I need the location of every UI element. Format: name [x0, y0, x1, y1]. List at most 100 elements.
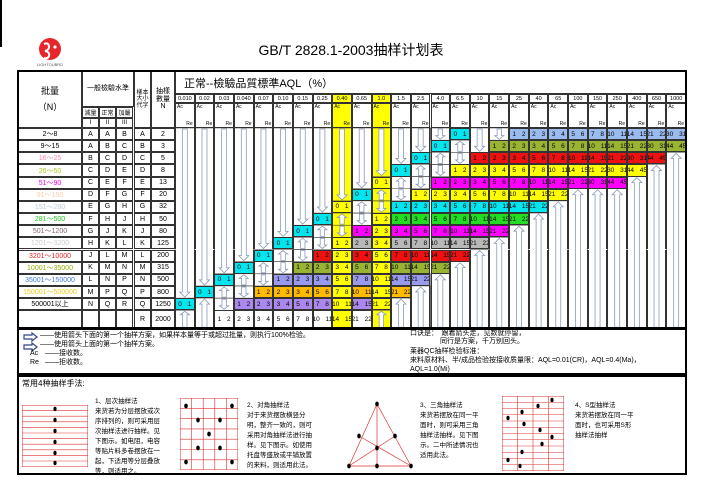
ac-re-cell: 5 6: [568, 128, 588, 141]
ac-label: Ac: [589, 104, 596, 110]
arrow-up-icon: [356, 201, 368, 213]
ac-re-cell: 1 2: [371, 213, 392, 226]
sample-size-cell: 1250: [151, 298, 175, 311]
inspection-level-cell: Q: [116, 285, 133, 299]
arrow-up-icon: [257, 262, 270, 274]
ac-re-cell: 21 22: [469, 237, 490, 250]
ac-re-cell: 7 8: [371, 261, 392, 274]
ac-re-cell: 1 2: [351, 225, 372, 238]
ac-re-header: Ac Re: [509, 103, 529, 128]
aql-column-header: 100: [568, 94, 588, 103]
ac-re-cell: 30 31: [587, 176, 608, 189]
sample-letter-cell: F: [134, 188, 151, 201]
inspection-level-cell: N: [82, 298, 99, 311]
sample-letter-cell: J: [134, 225, 151, 238]
legend-ac-label: Ac: [30, 350, 39, 358]
re-label: Re: [579, 121, 586, 127]
arrow-down-icon: [415, 177, 427, 189]
ac-re-header: Ac Re: [528, 103, 549, 128]
inspection-level-cell: H: [99, 213, 116, 226]
sample-size-cell: 5: [151, 152, 175, 165]
ac-re-cell: 14 15: [627, 128, 647, 141]
svg-text:LIGHTOUBRD: LIGHTOUBRD: [37, 62, 63, 67]
rhyme-line-2: 同行是方案，千万别回头。: [440, 338, 524, 346]
sample-size-cell: 32: [151, 200, 175, 214]
ac-re-cell: 14 15: [528, 188, 549, 201]
method-text: 来货若摆放在同一平面时，则可采用三角抽样法抽样。见下图示。二中所述情况也适用此法…: [420, 412, 479, 460]
arrow-up-icon: [179, 310, 191, 328]
ac-re-cell: 2 3: [450, 176, 470, 189]
method-description: 2、对角抽样法 对于来货摆放横竖分明，整齐一致的，则可采用对角抽样法进行抽样。见下…: [247, 401, 317, 471]
method-description: 4、S型抽样法 来货若摆放在同一平面时，也可采用S形抽样法抽样: [575, 401, 635, 441]
arrow-cell-border: [351, 212, 372, 226]
legend-ac-text: ——接收数。: [45, 350, 87, 358]
aql-column-header: 0.10: [273, 94, 293, 103]
aql-column-header: 400: [627, 94, 647, 103]
arrow-cell-border: [449, 152, 471, 165]
level-numeral: I: [82, 118, 99, 128]
sample-letter-cell: G: [134, 200, 151, 214]
sample-letter-cell: N: [134, 273, 151, 286]
inspection-level-cell: J: [82, 249, 99, 262]
ac-re-cell: 3 4: [312, 273, 333, 286]
ac-re-cell: 3 4: [509, 152, 529, 165]
aql-column-header: 0.02: [194, 94, 215, 103]
ac-re-cell: 2 3: [292, 273, 313, 286]
arrow-down-icon: [414, 128, 427, 152]
ac-re-cell: 0 1: [253, 249, 274, 262]
arrow-up-icon: [630, 177, 643, 328]
ac-label: Ac: [196, 104, 203, 110]
re-label: Re: [245, 121, 252, 127]
aql-column-header: 1.5: [391, 94, 411, 103]
re-label: Re: [422, 121, 429, 127]
aql-column-header: 0.040: [233, 94, 254, 103]
ac-re-cell: 1 2: [391, 200, 411, 214]
ac-re-cell: 0 1: [351, 188, 372, 201]
arrow-cell-border: [430, 127, 451, 141]
ac-re-cell: 1 2: [430, 176, 451, 189]
arrow-right-icon: [23, 332, 38, 353]
ac-re-cell: 5 6: [410, 225, 431, 238]
arrow-down-icon: [277, 128, 290, 237]
ac-re-cell: 5 6: [509, 164, 529, 177]
legend-divider: [0, 0, 2, 47]
ac-re-cell: 44 45: [646, 152, 667, 165]
arrow-down-icon: [257, 274, 270, 286]
ac-re-cell: 2 3: [273, 285, 293, 299]
ac-re-cell: 21 22: [391, 285, 411, 299]
ac-re-cell: 0 1: [292, 225, 313, 238]
ac-re-cell: 7 8: [509, 176, 529, 189]
re-label: Re: [363, 121, 370, 127]
aql-column-header: 0.03: [214, 94, 234, 103]
method-name: 2、对角抽样法: [247, 402, 290, 410]
ac-re-header: Ac Re: [253, 103, 274, 128]
inspection-level-cell: K: [99, 237, 116, 250]
ac-re-cell: 2 3: [410, 200, 431, 214]
ac-re-cell: 5 6: [430, 213, 451, 226]
arrow-down-icon: [375, 201, 388, 213]
ac-re-cell: 14 15: [469, 225, 490, 238]
ac-re-cell: 0 1: [175, 298, 195, 311]
arrow-down-icon: [218, 128, 231, 274]
inspection-level-cell: A: [82, 140, 99, 153]
arrow-up-icon: [375, 189, 388, 201]
ac-re-cell: 5 6: [371, 249, 392, 262]
inspection-level-cell: N: [99, 273, 116, 286]
ac-re-header: Ac Re: [332, 103, 352, 128]
inspection-level-cell: G: [99, 200, 116, 214]
ac-re-cell: 21 22: [410, 273, 431, 286]
arrow-down-icon: [395, 189, 407, 201]
ac-re-cell: 2 3: [509, 140, 529, 153]
ac-label: Ac: [471, 104, 478, 110]
arrow-down-icon: [238, 286, 250, 298]
ac-re-cell: 7 8: [332, 285, 352, 299]
ac-re-cell: 14 15: [587, 152, 608, 165]
methods-title: 常用4种抽样手法:: [22, 379, 85, 389]
ac-re-cell: 14 15: [430, 249, 451, 262]
ac-re-cell: 0 1: [214, 273, 234, 286]
arrow-up-icon: [218, 286, 230, 298]
ac-re-header: Ac Re: [194, 103, 215, 128]
inspection-level-cell: F: [82, 213, 99, 226]
